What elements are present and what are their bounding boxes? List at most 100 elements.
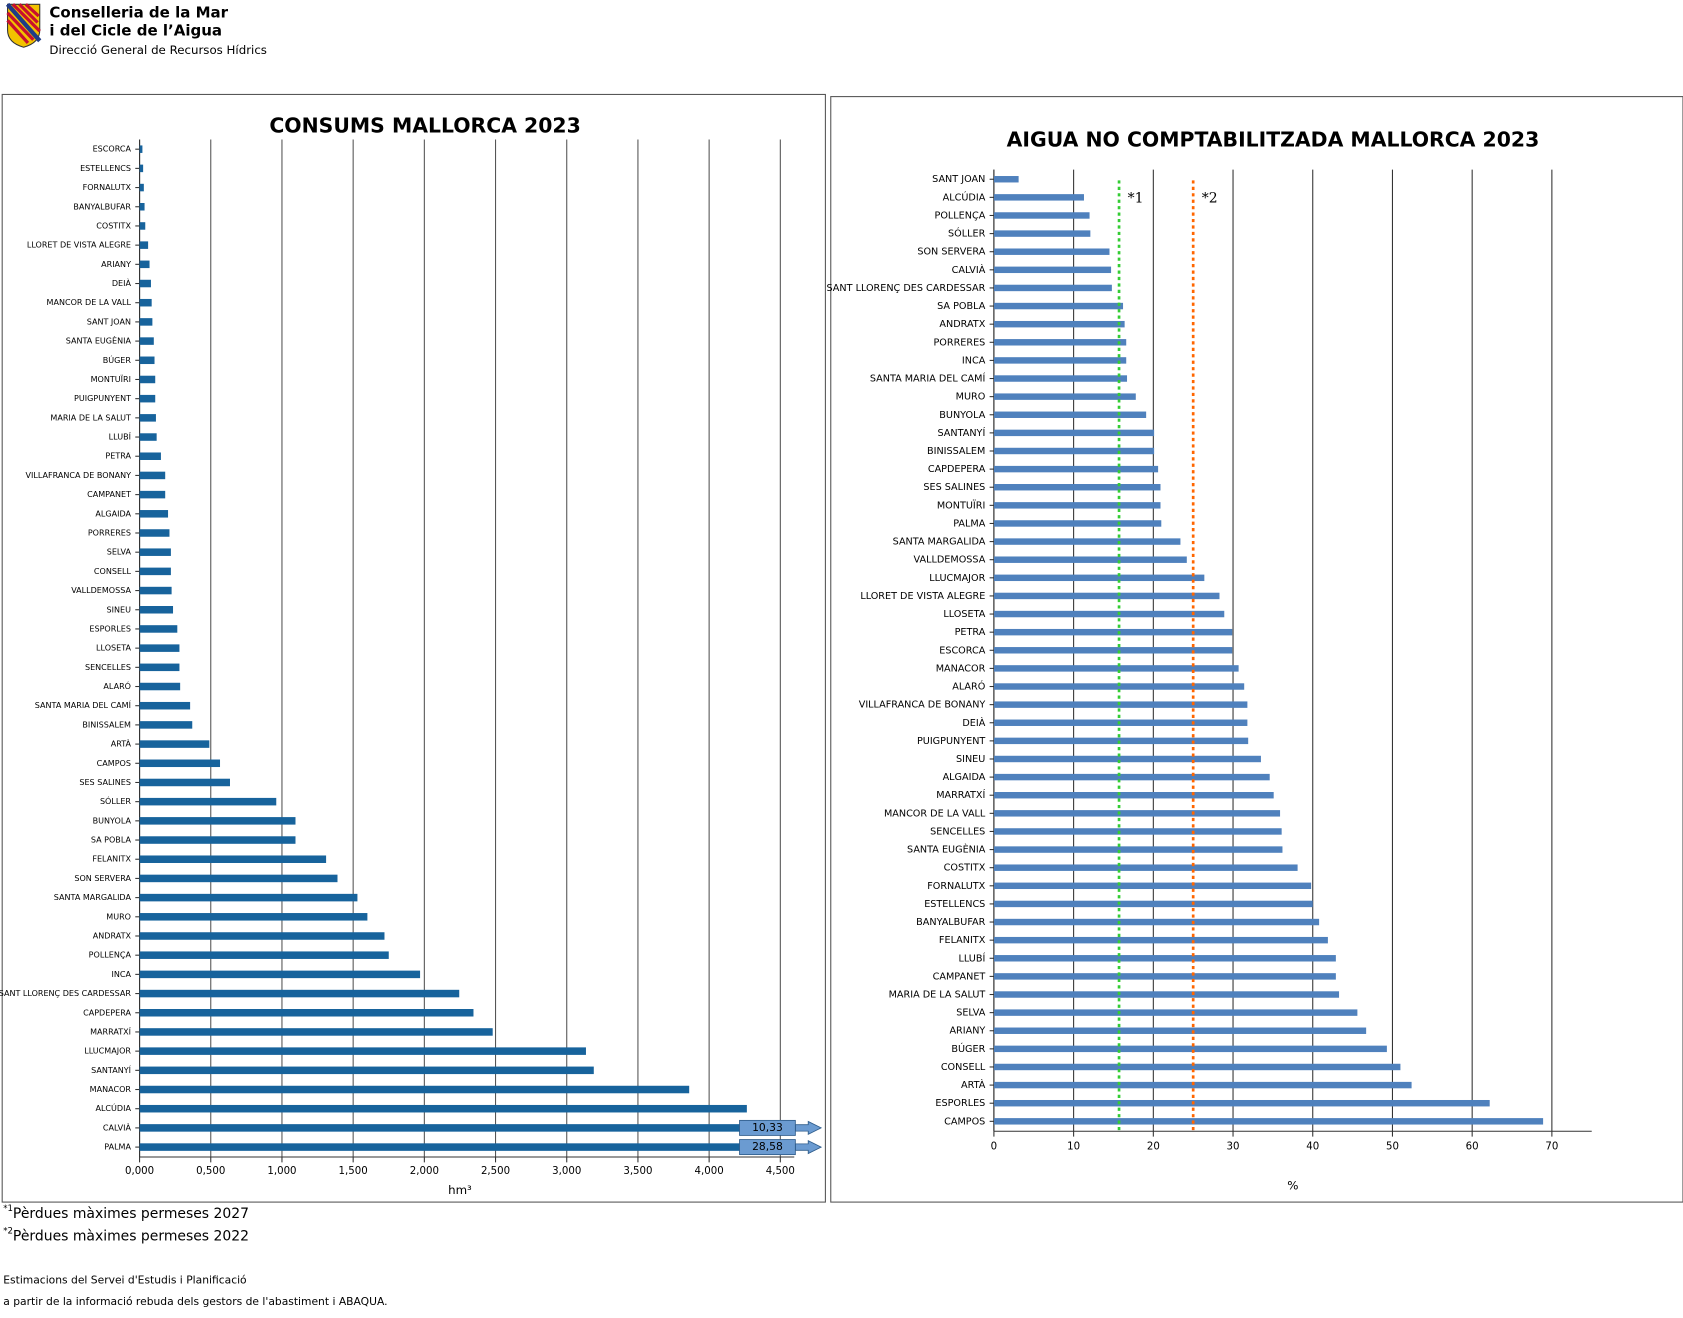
bar — [993, 447, 1155, 455]
x-tick-label: 10 — [1067, 1141, 1080, 1152]
note-text: Pèrdues màximes permeses 2022 — [13, 1228, 249, 1244]
bar — [993, 592, 1220, 600]
x-tick-label: 4,500 — [766, 1166, 795, 1177]
bar — [993, 538, 1181, 545]
bar — [993, 1118, 1544, 1125]
bar — [139, 337, 154, 345]
category-label: FORNALUTX — [83, 183, 132, 192]
bar — [993, 828, 1282, 835]
category-label: BANYALBUFAR — [73, 202, 131, 211]
bar — [993, 574, 1205, 582]
bar — [139, 1066, 594, 1075]
bar — [993, 1009, 1358, 1016]
bar — [139, 414, 156, 422]
bar — [139, 318, 153, 326]
chart-title: CONSUMS MALLORCA 2023 — [269, 114, 580, 138]
overflow-arrow — [794, 1120, 823, 1136]
category-label: POLLENÇA — [935, 210, 986, 221]
category-label: SENCELLES — [85, 663, 131, 672]
bar — [993, 701, 1248, 708]
category-label: ARTÀ — [111, 738, 132, 749]
bar — [993, 665, 1239, 672]
category-label: SANTANYÍ — [938, 426, 986, 439]
bar — [993, 248, 1110, 255]
category-label: MANACOR — [936, 663, 986, 674]
x-tick-label: 0 — [991, 1141, 997, 1152]
bar — [139, 682, 181, 691]
category-label: ALCÚDIA — [943, 190, 986, 203]
bar — [993, 284, 1112, 292]
category-label: BANYALBUFAR — [916, 917, 985, 928]
bar — [993, 647, 1233, 654]
value-label-box — [739, 1119, 796, 1136]
bar — [139, 1008, 474, 1017]
category-label: DEIÀ — [112, 277, 132, 288]
category-label: ALGAIDA — [95, 509, 131, 518]
bar — [993, 628, 1233, 636]
category-label: COSTITX — [944, 863, 986, 874]
category-label: ESCORCA — [93, 145, 132, 154]
bar — [139, 394, 156, 403]
bar — [993, 991, 1340, 998]
bar — [993, 357, 1127, 364]
category-label: SINEU — [956, 754, 985, 765]
category-label: LLOSETA — [943, 609, 985, 620]
category-label: SÓLLER — [100, 795, 131, 806]
category-label: MONTUÏRI — [91, 374, 131, 384]
bar — [993, 266, 1112, 274]
header-title: i del Cicle de l’Aigua — [49, 22, 222, 40]
category-label: LLORET DE VISTA ALEGRE — [860, 591, 985, 602]
note: *1 Pèrdues màximes permeses 2027 — [3, 1204, 249, 1222]
chart-frame — [1, 93, 826, 1203]
category-label: SES SALINES — [79, 778, 131, 787]
bar — [139, 1028, 493, 1036]
category-label: SELVA — [107, 548, 132, 557]
bar — [993, 465, 1159, 473]
bar — [993, 936, 1328, 944]
category-label: MONTUÏRI — [937, 498, 985, 511]
category-label: LLUCMAJOR — [84, 1047, 131, 1056]
bar — [993, 737, 1249, 745]
category-label: VILLAFRANCA DE BONANY — [859, 700, 986, 711]
note-mark: *1 — [3, 1204, 13, 1214]
category-label: SA POBLA — [937, 301, 986, 312]
category-label: INCA — [962, 355, 986, 366]
x-tick-label: 0,000 — [125, 1166, 154, 1177]
category-label: SINEU — [107, 605, 132, 614]
category-label: CONSELL — [941, 1062, 986, 1073]
category-label: SANTA EUGÈNIA — [66, 335, 132, 346]
bar — [993, 375, 1128, 382]
bar — [993, 302, 1124, 310]
bar — [139, 874, 338, 883]
bar — [139, 797, 277, 806]
bar — [139, 663, 180, 672]
bar — [139, 356, 155, 365]
category-label: SANTA EUGÈNIA — [907, 843, 986, 856]
bar — [139, 855, 327, 863]
bar — [993, 1081, 1412, 1089]
bar — [993, 411, 1147, 418]
category-label: ESTELLENCS — [924, 899, 985, 910]
category-label: MANCOR DE LA VALL — [884, 808, 986, 819]
x-tick-label: 30 — [1227, 1141, 1240, 1152]
bar — [139, 989, 460, 998]
category-label: MANACOR — [90, 1085, 132, 1094]
bar — [139, 298, 152, 307]
bar — [993, 773, 1270, 781]
category-label: BINISSALEM — [82, 720, 131, 729]
bar — [139, 932, 385, 940]
category-label: SANTA MARIA DEL CAMÍ — [35, 699, 132, 710]
category-label: LLUBÍ — [959, 951, 986, 964]
category-label: FORNALUTX — [927, 881, 985, 892]
bar — [993, 918, 1320, 926]
bar — [139, 759, 221, 768]
category-label: CAMPANET — [933, 971, 986, 982]
bar — [139, 222, 146, 230]
overflow-arrow — [794, 1139, 823, 1155]
category-label: CONSELL — [94, 567, 132, 576]
category-label: VALLDEMOSSA — [914, 555, 986, 566]
bar — [139, 606, 174, 614]
category-label: SANTANYÍ — [91, 1064, 131, 1075]
bar — [993, 339, 1127, 346]
